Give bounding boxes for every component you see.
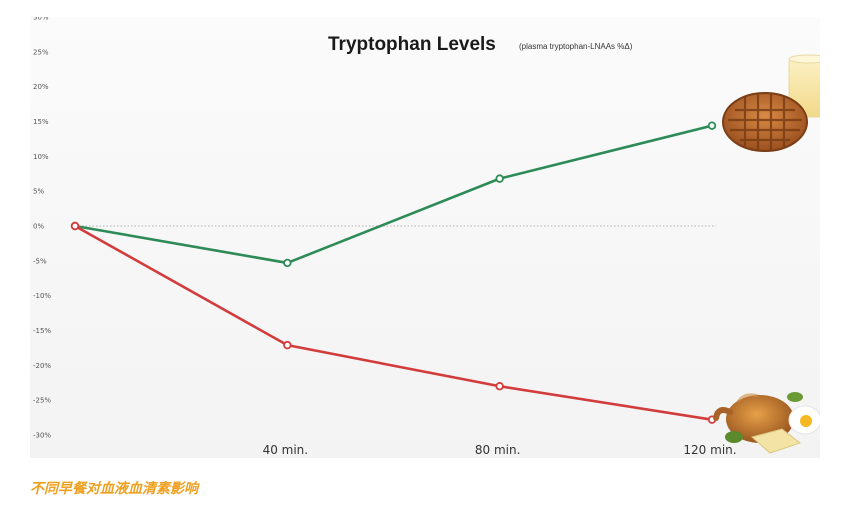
y-tick-label: 25% [33,48,49,56]
y-tick-label: 10% [33,153,49,161]
line-chart: Tryptophan Levels (plasma tryptophan-LNA… [33,17,820,457]
y-tick-label: 30% [33,17,49,22]
data-point [283,340,292,350]
x-tick-label: 120 min. [683,443,736,457]
series-2 [70,221,717,424]
y-tick-label: -20% [33,362,51,370]
series-1 [70,121,717,268]
x-axis: 40 min. 80 min. 120 min. [263,443,737,457]
data-point [495,382,504,391]
y-tick-label: -25% [33,397,51,405]
x-tick-label: 80 min. [475,443,521,457]
y-tick-label: 0% [33,223,44,231]
y-axis: 30% 25% 20% 15% 10% 5% 0% -5% -10% -15% -20% -25% -3… [33,17,51,440]
data-point [495,174,504,183]
y-tick-label: -30% [33,432,51,440]
turkey-and-eggs-icon [713,392,820,454]
data-point [70,221,80,231]
waffle-and-juice-icon [722,54,820,152]
y-tick-label: -5% [33,257,47,265]
x-tick-label: 40 min. [263,443,309,457]
figure-caption: 不同早餐对血液血清素影响 [30,481,198,497]
y-tick-label: 15% [33,118,49,126]
series-line [74,124,713,265]
data-point [283,258,292,268]
y-tick-label: 5% [33,188,44,196]
y-tick-label: 20% [33,83,49,91]
chart-title: Tryptophan Levels [328,34,496,55]
data-point [707,121,717,130]
chart-subtitle: (plasma tryptophan-LNAAs %Δ) [519,42,633,51]
chart-panel: Tryptophan Levels (plasma tryptophan-LNA… [30,17,820,458]
y-tick-label: -15% [33,327,51,335]
series-layer [70,121,717,424]
series-line [74,224,713,421]
y-tick-label: -10% [33,292,51,300]
